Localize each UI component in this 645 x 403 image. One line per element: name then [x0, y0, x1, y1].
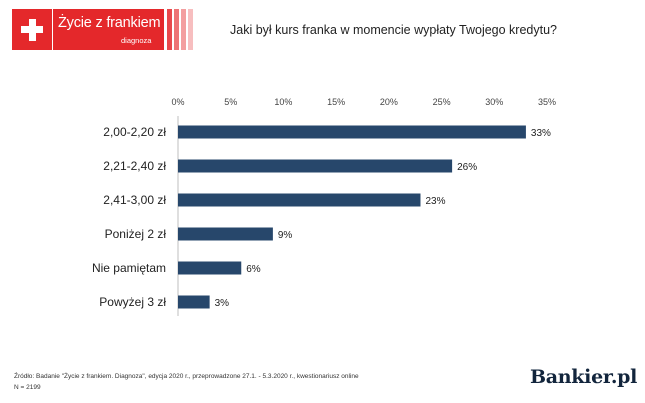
- source-note: Źródło: Badanie "Życie z frankiem. Diagn…: [14, 373, 359, 380]
- logo-title: Życie z frankiem: [58, 15, 161, 31]
- data-label: 26%: [457, 162, 477, 173]
- x-tick-label: 35%: [538, 97, 556, 107]
- category-label: 2,00-2,20 zł: [103, 125, 166, 139]
- logo-subtitle: diagnoza: [121, 36, 152, 45]
- logo: Życie z frankiem diagnoza: [12, 9, 164, 50]
- bar: [178, 125, 526, 139]
- logo-stripe: [167, 9, 172, 50]
- x-tick-label: 30%: [485, 97, 503, 107]
- x-tick-label: 15%: [327, 97, 345, 107]
- logo-stripe: [174, 9, 179, 50]
- category-label: 2,41-3,00 zł: [103, 193, 166, 207]
- logo-stripe: [188, 9, 193, 50]
- data-label: 3%: [215, 298, 230, 309]
- bar: [178, 227, 273, 241]
- x-tick-label: 25%: [433, 97, 451, 107]
- bar: [178, 261, 242, 275]
- logo-stripe: [181, 9, 186, 50]
- category-label: Powyżej 3 zł: [99, 295, 166, 309]
- category-label: Nie pamiętam: [92, 261, 166, 275]
- category-label: Poniżej 2 zł: [105, 227, 167, 241]
- x-tick-label: 5%: [224, 97, 237, 107]
- bankier-logo: Bankier.pl: [530, 366, 638, 388]
- data-label: 33%: [531, 128, 551, 139]
- x-tick-label: 10%: [274, 97, 292, 107]
- x-tick-label: 0%: [171, 97, 184, 107]
- category-label: 2,21-2,40 zł: [103, 159, 166, 173]
- bar: [178, 159, 453, 173]
- sample-size: N = 2199: [14, 384, 41, 391]
- chart-question: Jaki był kurs franka w momencie wypłaty …: [230, 23, 557, 37]
- data-label: 23%: [425, 196, 445, 207]
- data-label: 6%: [246, 264, 261, 275]
- bar: [178, 295, 210, 309]
- data-label: 9%: [278, 230, 293, 241]
- swiss-cross-icon: [12, 9, 53, 50]
- x-tick-label: 20%: [380, 97, 398, 107]
- bar: [178, 193, 421, 207]
